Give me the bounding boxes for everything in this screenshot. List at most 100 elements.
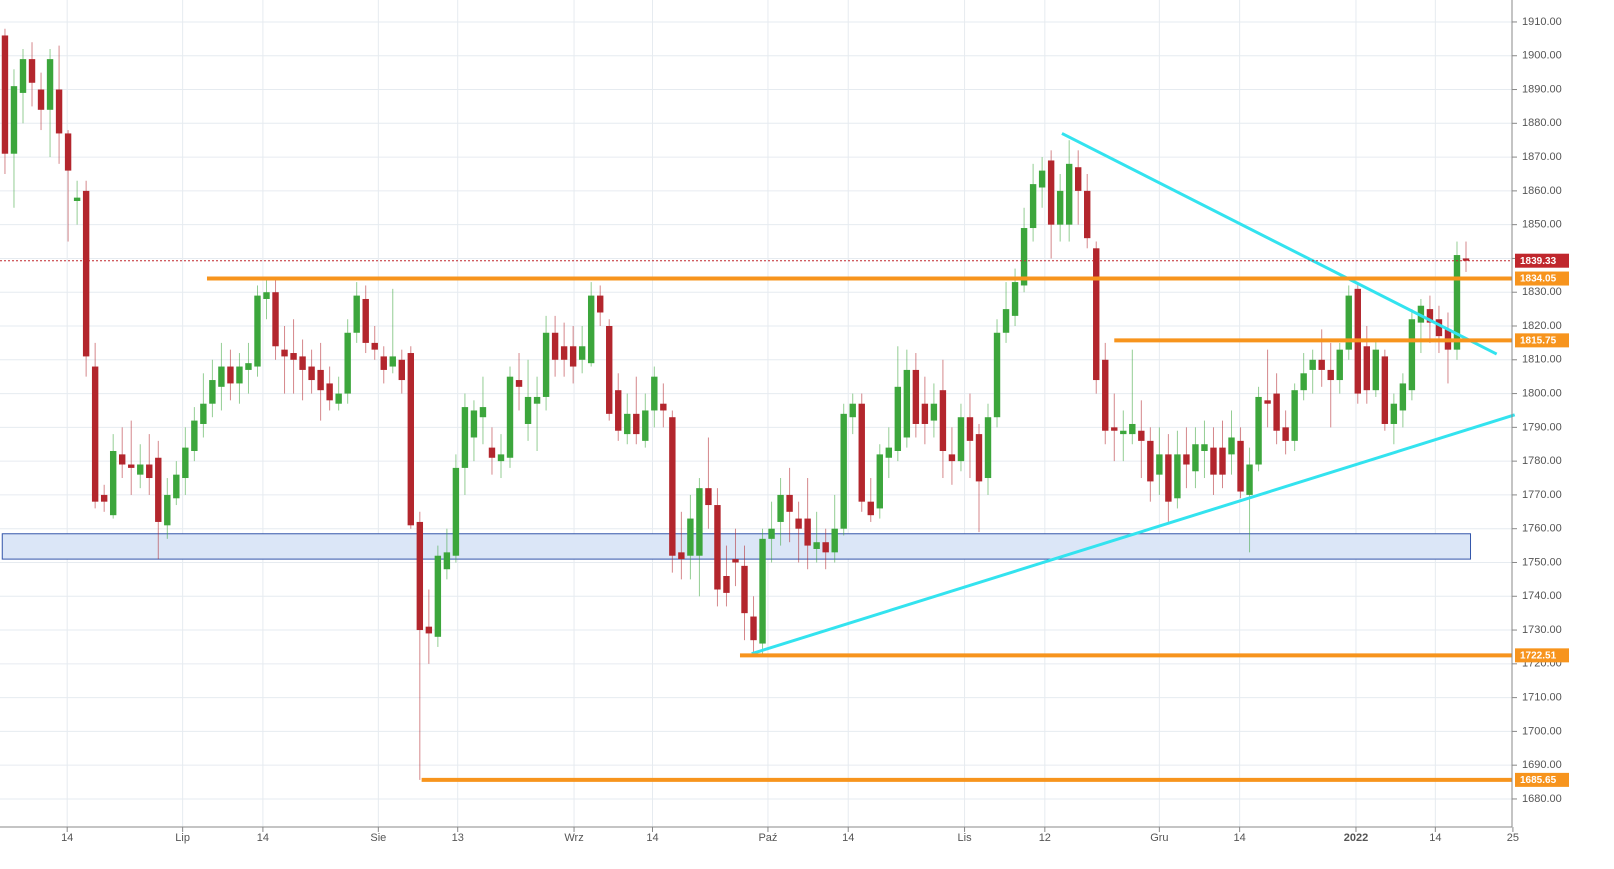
candle-body <box>1102 359 1109 431</box>
level-label-box <box>1515 271 1569 286</box>
candle-body <box>1372 349 1380 391</box>
candle-body <box>524 396 532 424</box>
candle-body <box>353 295 360 333</box>
candle-body <box>569 346 577 367</box>
y-tick-label: 1780.00 <box>1522 455 1562 467</box>
candle-body <box>263 292 270 299</box>
candle-body <box>804 518 811 546</box>
candle-body <box>1120 430 1127 435</box>
candle-body <box>245 363 252 370</box>
candle-body <box>1282 427 1289 441</box>
candle-body <box>1192 444 1199 472</box>
candle-body <box>813 542 820 549</box>
y-tick-label: 1860.00 <box>1522 185 1562 197</box>
x-tick-label: Paź <box>758 832 777 844</box>
candle-body <box>1047 160 1055 225</box>
last-price-label: 1839.33 <box>1520 256 1557 267</box>
y-tick-label: 1890.00 <box>1522 83 1562 95</box>
candle-body <box>741 565 748 614</box>
candle-body <box>1056 190 1064 225</box>
y-tick-label: 1850.00 <box>1522 219 1562 231</box>
candle-body <box>1156 454 1163 475</box>
candle-body <box>678 552 685 560</box>
x-tick-label: 14 <box>842 832 854 844</box>
candle-body <box>849 403 856 418</box>
x-tick-label: Sie <box>370 832 386 844</box>
candle-body <box>930 403 938 421</box>
candle-body <box>1381 356 1389 424</box>
candle-body <box>551 332 559 360</box>
candle-body <box>1111 427 1118 431</box>
level-label-box <box>1515 648 1569 663</box>
candle-body <box>407 353 415 526</box>
y-tick-label: 1800.00 <box>1522 387 1562 399</box>
candle-body <box>398 359 405 381</box>
y-tick-label: 1810.00 <box>1522 354 1562 366</box>
y-tick-label: 1830.00 <box>1522 286 1562 298</box>
candle-body <box>91 366 99 502</box>
candle-body <box>633 413 640 435</box>
candle-body <box>831 528 838 553</box>
candle-body <box>1038 170 1046 188</box>
trendline <box>751 413 1516 656</box>
last-price-label-box <box>1515 253 1569 268</box>
candle-body <box>55 89 63 134</box>
candle-body <box>64 133 72 171</box>
support-zone <box>1 533 1472 560</box>
candle-body <box>1363 346 1370 391</box>
candle-body <box>209 380 216 404</box>
y-tick-label: 1680.00 <box>1522 793 1562 805</box>
candle-body <box>885 447 893 458</box>
level-label: 1815.75 <box>1520 336 1557 347</box>
candle-body <box>73 197 81 202</box>
candle-body <box>335 393 342 404</box>
candle-body <box>1165 454 1172 502</box>
candle-body <box>732 559 739 563</box>
candle-body <box>1327 369 1334 381</box>
candle-body <box>1237 440 1244 492</box>
candle-body <box>533 396 541 404</box>
candle-body <box>1435 319 1443 337</box>
candle-body <box>1426 309 1434 323</box>
y-tick-label: 1710.00 <box>1522 692 1562 704</box>
candle-body <box>921 403 929 424</box>
candle-body <box>164 494 171 526</box>
candle-body <box>254 295 261 367</box>
x-tick-label: 12 <box>1039 832 1051 844</box>
candle-body <box>200 403 207 424</box>
x-tick-label: 13 <box>452 832 464 844</box>
candle-body <box>443 552 451 570</box>
level-label-box <box>1515 772 1569 787</box>
candle-body <box>912 369 920 424</box>
candle-body <box>786 494 793 512</box>
candle-body <box>1309 359 1316 370</box>
y-tick-label: 1770.00 <box>1522 489 1562 501</box>
candle-body <box>119 454 126 465</box>
candle-body <box>1002 309 1010 333</box>
candle-body <box>344 332 351 394</box>
candle-body <box>606 326 613 414</box>
candle-body <box>948 454 956 462</box>
candle-body <box>939 390 947 451</box>
candle-body <box>272 292 279 347</box>
candle-body <box>1074 167 1082 191</box>
candle-body <box>182 447 189 479</box>
candle-body <box>957 417 965 462</box>
candle-body <box>1029 184 1037 229</box>
candle-body <box>416 521 424 631</box>
candle-body <box>470 410 478 438</box>
candle-body <box>146 464 153 479</box>
candle-body <box>587 295 595 364</box>
candle-body <box>1390 403 1398 424</box>
candle-body <box>290 353 297 360</box>
candle-body <box>894 386 902 451</box>
candle-body <box>1129 423 1136 435</box>
candle-body <box>1065 163 1073 225</box>
candle-body <box>1183 454 1190 465</box>
candle-body <box>669 417 676 556</box>
candle-body <box>425 626 433 634</box>
candle-body <box>1228 437 1235 455</box>
candle-body <box>137 464 144 475</box>
candle-body <box>1084 190 1091 239</box>
